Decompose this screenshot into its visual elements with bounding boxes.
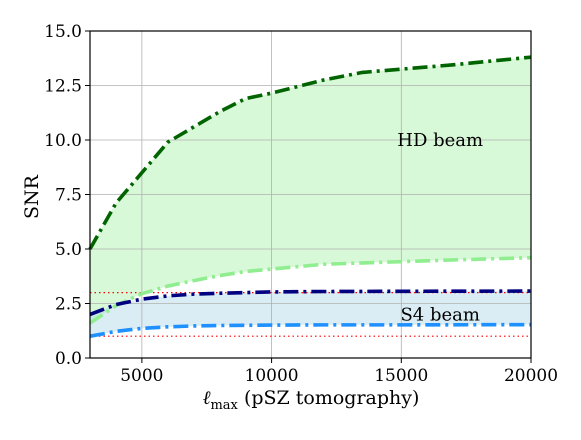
y-tick-label-0: 0.0	[55, 349, 82, 369]
y-tick-label-6: 15.0	[44, 22, 82, 42]
y-tick-label-2: 5.0	[55, 240, 82, 260]
annotations-layer: HD beam S4 beam	[397, 130, 483, 325]
x-tick-label-0: 5000	[120, 366, 163, 386]
x-axis-label-rest: (pSZ tomography)	[238, 387, 420, 409]
band-1	[90, 291, 531, 337]
reference-lines-layer	[90, 292, 531, 337]
x-tick-label-3: 20000	[504, 366, 558, 386]
y-tick-label-3: 7.5	[55, 186, 82, 206]
y-axis-label: SNR	[21, 174, 43, 219]
x-axis-label-main: ℓ	[203, 387, 211, 409]
series-layer	[88, 55, 532, 338]
y-tick-label-5: 12.5	[44, 77, 82, 97]
x-axis-label-subscript: max	[210, 398, 238, 413]
annotation-hd-beam: HD beam	[397, 130, 483, 151]
y-tick-label-4: 10.0	[44, 131, 82, 151]
ticks-layer: 5000 10000 15000 20000 0.0 2.5 5.0 7.5 10.0 12.5 1…	[44, 22, 558, 386]
band-0	[90, 57, 531, 324]
annotation-s4-beam: S4 beam	[400, 304, 479, 325]
series-line-hd-lower	[88, 255, 532, 325]
bands-layer	[90, 57, 531, 337]
y-tick-label-1: 2.5	[55, 295, 82, 315]
series-line-s4-lower	[89, 322, 532, 338]
x-tick-label-2: 15000	[374, 366, 428, 386]
series-line-hd-upper	[88, 55, 532, 250]
x-tick-label-1: 10000	[245, 366, 299, 386]
series-line-s4-upper	[89, 289, 532, 317]
x-axis-label: ℓmax (pSZ tomography)	[203, 387, 420, 413]
